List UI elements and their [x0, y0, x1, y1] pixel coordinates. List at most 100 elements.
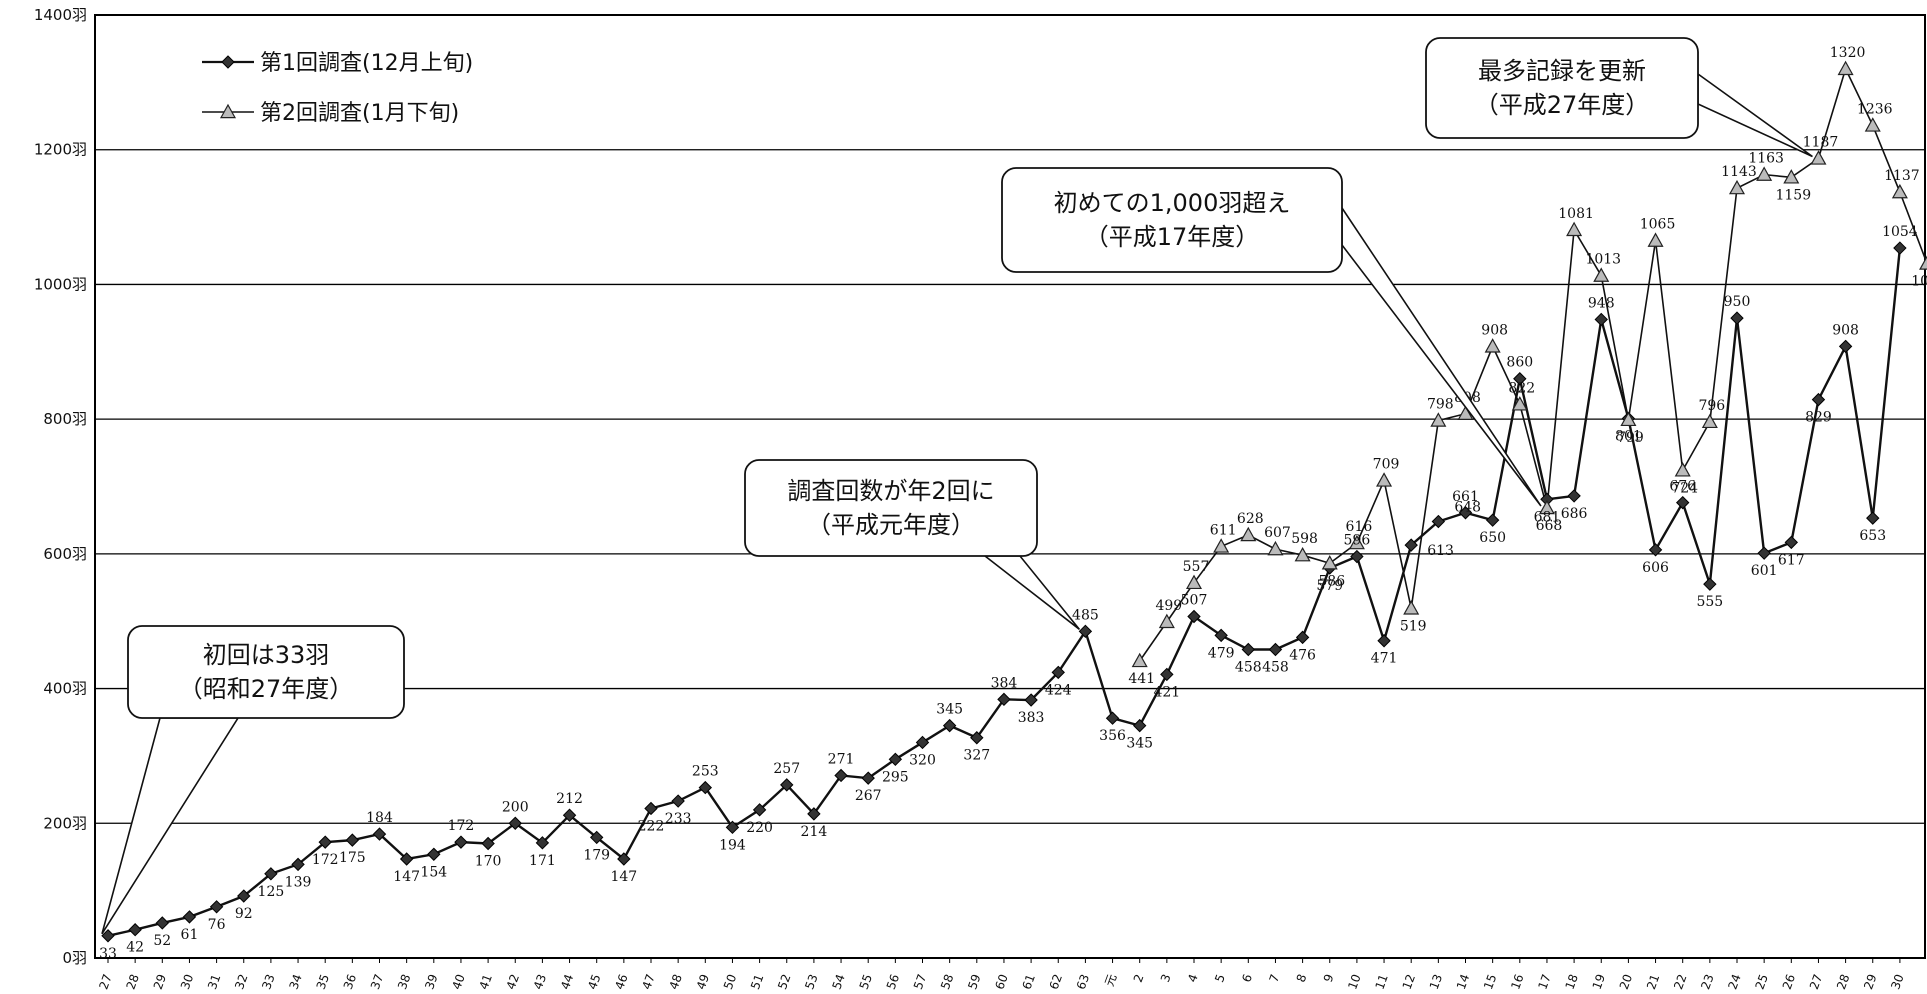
data-label: 253 — [692, 764, 719, 780]
point-diamond — [291, 857, 305, 872]
x-tick-label: 37 — [368, 972, 386, 991]
legend: 第1回調査(12月上旬) 第2回調査(1月下旬) — [202, 51, 473, 126]
point-triangle — [1430, 412, 1447, 427]
data-label: 76 — [208, 917, 226, 933]
data-label: 650 — [1479, 530, 1506, 546]
data-label: 948 — [1588, 295, 1615, 311]
point-diamond — [1485, 513, 1500, 527]
data-label: 860 — [1506, 355, 1533, 371]
point-diamond — [1105, 711, 1120, 725]
data-label: 507 — [1181, 592, 1208, 608]
point-diamond — [1811, 392, 1826, 407]
point-diamond — [970, 731, 984, 745]
data-label: 648 — [1454, 500, 1481, 516]
x-tick-label: 42 — [504, 972, 522, 991]
series-2-line — [1139, 66, 1927, 662]
data-label: 171 — [529, 853, 556, 869]
data-label: 139 — [285, 874, 312, 890]
point-diamond — [1377, 634, 1391, 648]
legend-entry: 第1回調査(12月上旬) — [202, 51, 473, 76]
x-tick-label: 7 — [1267, 972, 1283, 984]
point-diamond — [1051, 665, 1065, 680]
point-diamond — [1703, 577, 1717, 591]
x-tick-label: 11 — [1372, 972, 1390, 991]
data-label: 267 — [855, 788, 882, 804]
point-diamond — [780, 778, 794, 792]
point-diamond — [861, 771, 875, 785]
point-diamond — [221, 55, 235, 69]
point-diamond — [535, 836, 550, 850]
point-triangle — [1348, 534, 1365, 550]
point-triangle — [1864, 117, 1881, 132]
point-diamond — [209, 900, 224, 914]
y-tick-label: 200羽 — [43, 814, 87, 832]
data-label: 220 — [746, 820, 773, 836]
point-diamond — [101, 929, 115, 943]
point-diamond — [1730, 311, 1744, 325]
point-diamond — [1350, 549, 1364, 564]
point-diamond — [508, 816, 522, 830]
data-label: 222 — [638, 818, 665, 834]
point-diamond — [1784, 535, 1799, 550]
data-label: 345 — [936, 702, 963, 718]
x-tick-label: 41 — [477, 972, 495, 991]
x-tick-label: 29 — [151, 972, 169, 991]
data-label: 499 — [1155, 598, 1182, 614]
callout: 最多記録を更新 （平成27年度） — [1425, 37, 1813, 158]
x-tick-label: 6 — [1239, 972, 1255, 984]
x-tick-label: 27 — [96, 972, 114, 991]
point-diamond — [372, 827, 387, 841]
point-triangle — [1810, 150, 1827, 165]
x-tick-label: 元 — [1102, 972, 1119, 988]
data-label: 257 — [773, 761, 800, 777]
point-triangle — [1484, 338, 1501, 353]
x-tick-label: 31 — [205, 972, 223, 991]
x-tick-label: 15 — [1481, 972, 1499, 991]
point-triangle — [1131, 652, 1148, 668]
point-triangle — [1213, 538, 1230, 553]
point-triangle — [1756, 166, 1773, 181]
data-label: 1137 — [1884, 168, 1920, 184]
x-tick-label: 4 — [1185, 972, 1201, 984]
data-label: 557 — [1183, 559, 1210, 575]
data-label: 147 — [393, 869, 420, 885]
data-label: 92 — [235, 906, 253, 922]
data-label: 172 — [448, 818, 475, 834]
point-triangle — [1376, 472, 1393, 487]
point-triangle — [1294, 546, 1311, 562]
point-triangle — [219, 103, 237, 119]
data-label: 200 — [502, 799, 529, 815]
data-label: 616 — [1346, 519, 1373, 535]
data-label: 796 — [1698, 398, 1725, 414]
data-label: 476 — [1289, 647, 1316, 663]
data-label: 1013 — [1585, 252, 1621, 268]
point-triangle — [1783, 169, 1800, 184]
x-tick-label: 36 — [341, 972, 359, 991]
point-diamond — [834, 768, 848, 783]
point-triangle — [1919, 255, 1927, 270]
point-triangle — [1891, 183, 1908, 199]
point-diamond — [1757, 546, 1771, 560]
point-triangle — [1158, 613, 1175, 629]
point-diamond — [155, 916, 170, 930]
callout-text: （平成27年度） — [1475, 91, 1650, 119]
point-diamond — [1513, 372, 1527, 386]
point-diamond — [1648, 543, 1663, 557]
data-label: 598 — [1291, 531, 1318, 547]
legend-entry: 第2回調査(1月下旬) — [202, 101, 459, 126]
data-label: 798 — [1427, 396, 1454, 412]
x-tick-label: 49 — [694, 972, 712, 991]
point-triangle — [1457, 405, 1474, 420]
data-label: 175 — [339, 850, 366, 866]
callout-box — [1001, 167, 1343, 273]
point-diamond — [1214, 628, 1228, 643]
point-diamond — [345, 833, 360, 847]
data-label: 709 — [1373, 456, 1400, 472]
data-label: 170 — [475, 853, 502, 869]
data-label: 384 — [991, 675, 1018, 691]
x-tick-label: 40 — [449, 972, 467, 991]
y-tick-label: 800羽 — [43, 410, 87, 428]
data-label: 295 — [882, 769, 909, 785]
point-diamond — [182, 910, 197, 924]
